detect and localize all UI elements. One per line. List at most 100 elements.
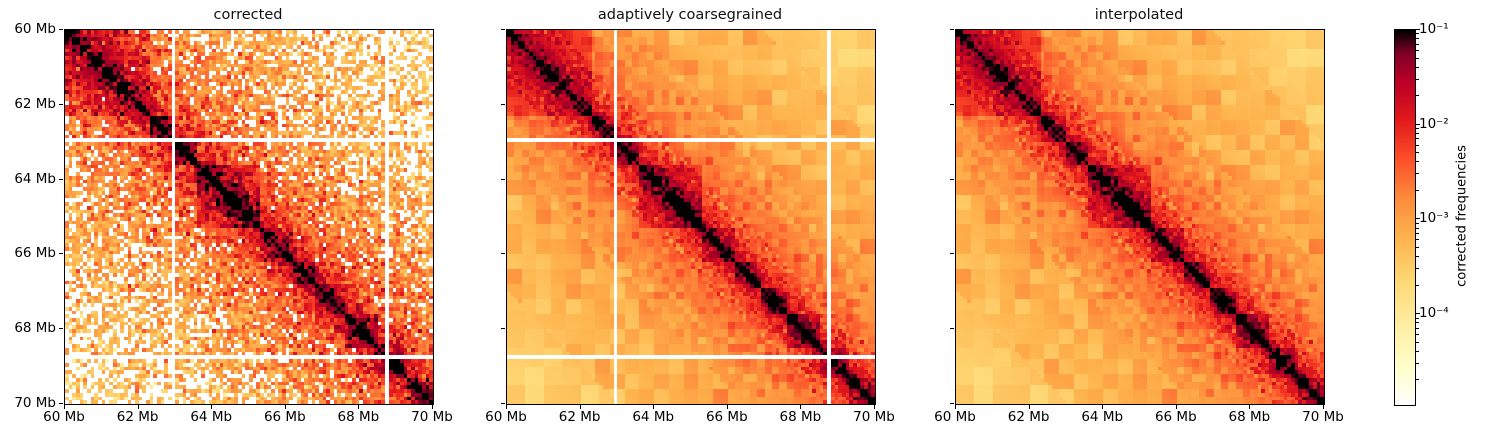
x-tick-label: 66 Mb [263, 409, 306, 425]
panel-title-coarsegrained: adaptively coarsegrained [597, 7, 783, 23]
y-tick [59, 328, 63, 330]
colorbar-minor-tick [1416, 334, 1419, 336]
x-tick [506, 405, 507, 409]
colorbar-minor-tick [1416, 227, 1419, 229]
x-tick-label: 62 Mb [558, 409, 601, 425]
x-tick [284, 405, 286, 409]
colorbar-minor-tick [1416, 33, 1419, 35]
colorbar-major-tick [1416, 29, 1420, 30]
y-tick [59, 29, 63, 30]
colorbar-canvas [1395, 30, 1415, 405]
x-tick [874, 405, 875, 409]
colorbar-major-tick [1416, 313, 1420, 315]
y-tick-label: 64 Mb [14, 170, 56, 187]
y-tick [59, 103, 63, 105]
colorbar-major-tick [1416, 218, 1420, 220]
y-tick-label: 62 Mb [14, 95, 56, 112]
colorbar-tick-label: 10⁻¹ [1419, 21, 1449, 37]
colorbar-minor-tick [1416, 38, 1419, 40]
y-tick [501, 253, 505, 255]
x-tick-label: 66 Mb [705, 409, 748, 425]
colorbar-minor-tick [1416, 233, 1419, 235]
colorbar-minor-tick [1416, 362, 1419, 364]
y-tick [501, 328, 505, 330]
y-tick [59, 178, 63, 180]
x-tick [211, 405, 213, 409]
colorbar-major-tick [1416, 123, 1420, 125]
x-tick [64, 405, 65, 409]
x-tick [1323, 405, 1324, 409]
colorbar-axis-label: corrected frequencies [1454, 145, 1470, 287]
colorbar-minor-tick [1416, 317, 1419, 319]
y-tick-label: 60 Mb [14, 21, 56, 37]
x-tick [955, 405, 956, 409]
x-tick-label: 68 Mb [779, 409, 822, 425]
x-tick [432, 405, 433, 409]
x-tick-label: 68 Mb [337, 409, 380, 425]
colorbar-minor-tick [1416, 173, 1419, 175]
x-tick-label: 70 Mb [411, 409, 453, 425]
y-tick [59, 403, 63, 404]
y-tick [950, 328, 954, 330]
x-tick-label: 68 Mb [1228, 409, 1271, 425]
colorbar-minor-tick [1416, 128, 1419, 130]
y-tick [501, 103, 505, 105]
colorbar-minor-tick [1416, 239, 1419, 241]
colorbar-minor-tick [1416, 256, 1419, 258]
x-tick-label: 64 Mb [190, 409, 233, 425]
panel-title-corrected: corrected [213, 7, 283, 23]
y-tick [501, 403, 505, 404]
x-tick [1102, 405, 1104, 409]
x-tick-label: 62 Mb [1007, 409, 1050, 425]
y-tick [950, 29, 954, 30]
x-tick [1249, 405, 1251, 409]
heatmap-canvas-interpolated [956, 30, 1324, 404]
colorbar-minor-tick [1416, 379, 1419, 381]
y-tick [59, 253, 63, 255]
colorbar-minor-tick [1416, 222, 1419, 224]
colorbar-minor-tick [1416, 350, 1419, 352]
heatmap-corrected [64, 29, 434, 405]
colorbar-minor-tick [1416, 341, 1419, 343]
colorbar-minor-tick [1416, 138, 1419, 140]
colorbar-minor-tick [1416, 43, 1419, 45]
panel-title-interpolated: interpolated [1094, 7, 1184, 23]
colorbar-minor-tick [1416, 132, 1419, 134]
y-tick [501, 178, 505, 180]
colorbar-minor-tick [1416, 327, 1419, 329]
heatmap-coarsegrained [506, 29, 876, 405]
colorbar-minor-tick [1416, 284, 1419, 286]
y-tick-label: 70 Mb [14, 395, 56, 411]
colorbar-minor-tick [1416, 322, 1419, 324]
x-tick [1028, 405, 1030, 409]
x-tick [726, 405, 728, 409]
colorbar-minor-tick [1416, 267, 1419, 269]
x-tick-label: 70 Mb [1302, 409, 1344, 425]
y-tick-label: 66 Mb [14, 245, 56, 262]
x-tick [579, 405, 581, 409]
colorbar-tick-label: 10⁻² [1419, 115, 1449, 132]
x-tick-label: 64 Mb [632, 409, 675, 425]
y-tick [950, 178, 954, 180]
colorbar-minor-tick [1416, 152, 1419, 154]
colorbar-tick-label: 10⁻⁴ [1419, 305, 1449, 322]
colorbar-minor-tick [1416, 66, 1419, 68]
colorbar [1394, 29, 1416, 406]
x-tick-label: 60 Mb [485, 409, 527, 425]
x-tick-label: 60 Mb [43, 409, 85, 425]
colorbar-minor-tick [1416, 144, 1419, 146]
x-tick [800, 405, 802, 409]
colorbar-minor-tick [1416, 161, 1419, 163]
colorbar-minor-tick [1416, 78, 1419, 80]
x-tick [358, 405, 360, 409]
heatmap-canvas-corrected [65, 30, 433, 404]
y-tick [501, 29, 505, 30]
colorbar-tick-label: 10⁻³ [1419, 210, 1449, 227]
x-tick-label: 64 Mb [1081, 409, 1124, 425]
heatmap-interpolated [955, 29, 1325, 405]
colorbar-minor-tick [1416, 50, 1419, 52]
x-tick-label: 70 Mb [853, 409, 895, 425]
y-tick [950, 103, 954, 105]
y-tick [950, 253, 954, 255]
